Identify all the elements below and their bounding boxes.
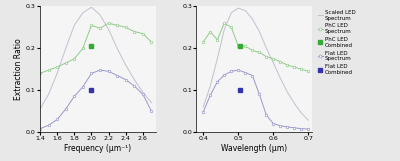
Y-axis label: Extraction Ratio: Extraction Ratio (14, 38, 23, 100)
X-axis label: Wavelength (μm): Wavelength (μm) (221, 144, 287, 153)
Legend: Scaled LED
Spectrum, PhC LED
Spectrum, PhC LED
Combined, Flat LED
Spectrum, Flat: Scaled LED Spectrum, PhC LED Spectrum, P… (317, 9, 356, 76)
X-axis label: Frequency (μm⁻¹): Frequency (μm⁻¹) (64, 144, 132, 153)
